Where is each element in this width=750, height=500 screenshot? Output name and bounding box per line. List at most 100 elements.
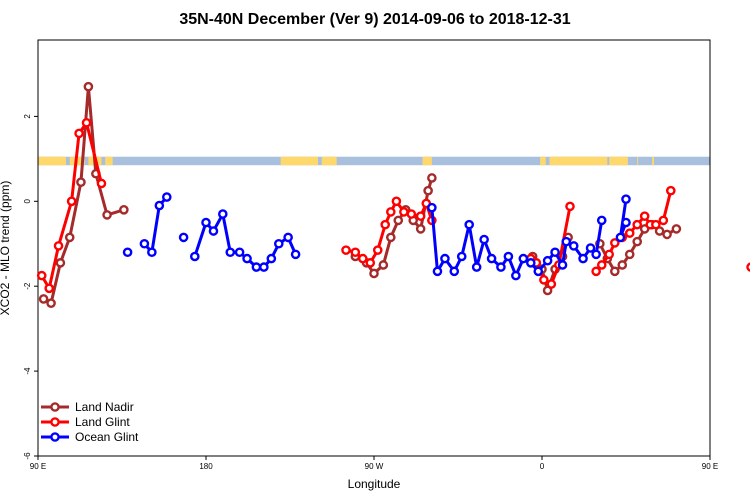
land-nadir-point bbox=[119, 204, 129, 215]
land-glint-point bbox=[415, 211, 426, 221]
ocean-glint-point bbox=[550, 247, 560, 258]
ocean-glint-point bbox=[585, 243, 596, 253]
ocean-glint-point bbox=[266, 253, 277, 264]
legend-item-ocean-glint: Ocean Glint bbox=[41, 430, 139, 444]
land-ocean-mask-band bbox=[38, 156, 710, 166]
land-glint-point bbox=[357, 253, 368, 264]
land-glint-point bbox=[365, 258, 376, 268]
land-glint-point bbox=[350, 247, 361, 258]
series-layer bbox=[36, 81, 750, 308]
ocean-glint-point bbox=[621, 194, 631, 204]
land-nadir-point bbox=[427, 173, 437, 183]
ocean-glint-point bbox=[503, 251, 514, 262]
ocean-glint-point bbox=[427, 202, 437, 213]
y-tick-label: 0 bbox=[23, 199, 32, 204]
legend-label: Land Nadir bbox=[75, 400, 134, 414]
land-nadir-point bbox=[38, 294, 49, 304]
ocean-glint-point bbox=[533, 266, 544, 277]
land-mask-segment bbox=[422, 156, 432, 166]
ocean-glint-point bbox=[449, 266, 460, 277]
series-land-nadir bbox=[38, 81, 682, 308]
land-glint-point bbox=[666, 185, 676, 196]
land-glint-point bbox=[639, 211, 650, 221]
land-nadir-point bbox=[76, 177, 86, 188]
land-nadir-point bbox=[378, 260, 389, 270]
ocean-glint-point bbox=[122, 247, 133, 258]
ocean-glint-point bbox=[471, 262, 482, 272]
ocean-glint-point bbox=[208, 226, 219, 236]
land-nadir-point bbox=[369, 268, 379, 279]
y-tick-label: -4 bbox=[23, 367, 32, 375]
land-nadir-point bbox=[624, 249, 635, 260]
land-glint-point bbox=[372, 245, 383, 255]
land-mask-segment bbox=[321, 156, 337, 166]
land-glint-point bbox=[53, 241, 64, 251]
land-glint-point bbox=[341, 245, 351, 255]
chart-title: 35N-40N December (Ver 9) 2014-09-06 to 2… bbox=[179, 11, 570, 28]
land-nadir-point bbox=[415, 224, 426, 234]
land-mask-segment bbox=[540, 156, 546, 166]
legend-marker-swatch bbox=[50, 402, 60, 412]
land-glint-point bbox=[81, 117, 92, 128]
ocean-glint-point bbox=[217, 209, 228, 219]
land-nadir-point bbox=[83, 81, 94, 92]
x-tick-label: 90 E bbox=[30, 462, 46, 471]
ocean-glint-line bbox=[430, 207, 604, 278]
ocean-glint-point bbox=[178, 232, 189, 243]
ocean-glint-point bbox=[432, 266, 443, 277]
land-nadir-point bbox=[64, 232, 75, 243]
land-mask-segment bbox=[652, 156, 654, 166]
y-tick-label: -2 bbox=[23, 282, 32, 290]
land-glint-point bbox=[596, 260, 607, 270]
land-glint-point bbox=[96, 178, 107, 189]
x-axis-ticks: 90 E 180 90 W 0 90 E bbox=[30, 456, 718, 471]
ocean-glint-point bbox=[591, 249, 601, 260]
ocean-glint-point bbox=[242, 253, 252, 264]
land-mask-segment bbox=[105, 156, 113, 166]
x-tick-label: 0 bbox=[540, 462, 545, 471]
ocean-glint-point bbox=[440, 253, 450, 264]
ocean-glint-point bbox=[496, 262, 506, 272]
land-mask-segment bbox=[637, 156, 639, 166]
legend-label: Ocean Glint bbox=[75, 430, 139, 444]
land-nadir-point bbox=[662, 229, 672, 240]
y-tick-label: 2 bbox=[23, 114, 32, 119]
ocean-glint-point bbox=[568, 241, 579, 251]
land-glint-point bbox=[74, 128, 84, 139]
land-glint-point bbox=[610, 238, 620, 248]
land-glint-point bbox=[746, 262, 750, 272]
ocean-glint-point bbox=[621, 217, 631, 228]
ocean-glint-point bbox=[189, 251, 200, 262]
land-glint-point bbox=[565, 201, 575, 212]
land-glint-point bbox=[632, 219, 643, 230]
ocean-glint-point bbox=[251, 262, 262, 272]
x-tick-label: 90 W bbox=[365, 462, 384, 471]
ocean-glint-point bbox=[273, 238, 284, 249]
ocean-glint-point bbox=[511, 270, 521, 281]
ocean-glint-point bbox=[557, 260, 568, 270]
land-nadir-point bbox=[632, 236, 643, 247]
land-nadir-point bbox=[671, 224, 682, 234]
legend-item-land-glint: Land Glint bbox=[41, 415, 130, 429]
ocean-glint-point bbox=[578, 253, 588, 264]
ocean-glint-point bbox=[518, 253, 529, 264]
series-ocean-glint bbox=[122, 192, 631, 281]
legend-label: Land Glint bbox=[75, 415, 130, 429]
land-glint-point bbox=[380, 219, 391, 230]
ocean-glint-point bbox=[139, 238, 150, 249]
land-glint-point bbox=[391, 196, 402, 207]
land-nadir-point bbox=[385, 232, 396, 243]
land-glint-point bbox=[604, 249, 615, 260]
land-glint-point bbox=[658, 215, 669, 226]
ocean-glint-point bbox=[596, 215, 607, 226]
land-glint-point bbox=[406, 209, 417, 219]
land-glint-point bbox=[399, 207, 409, 217]
ocean-glint-point bbox=[615, 232, 626, 243]
y-tick-label: -6 bbox=[23, 452, 32, 460]
ocean-glint-point bbox=[259, 262, 269, 272]
x-tick-label: 90 E bbox=[702, 462, 718, 471]
land-glint-point bbox=[539, 275, 549, 285]
ocean-glint-point bbox=[234, 247, 245, 258]
